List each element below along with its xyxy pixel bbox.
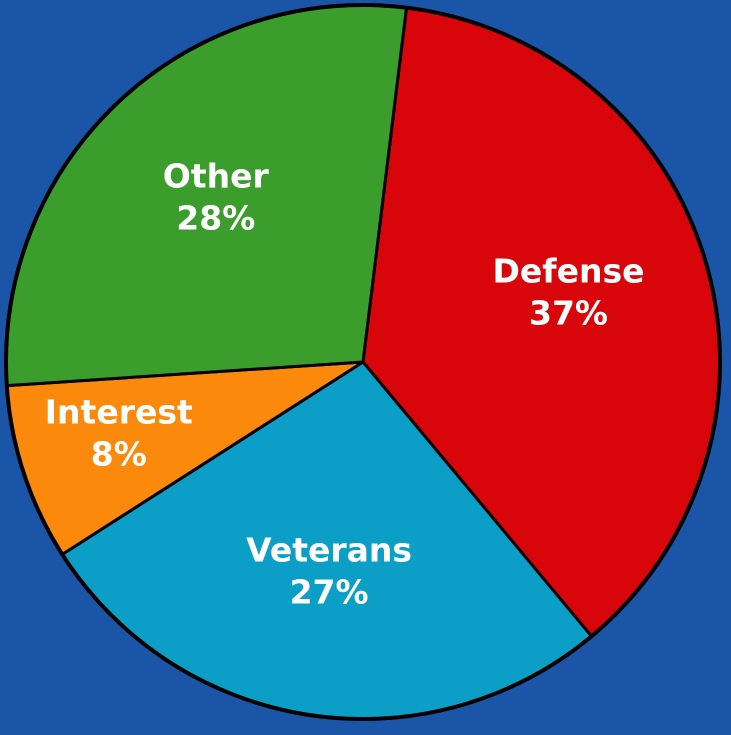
slice-label-other: Other xyxy=(163,156,270,195)
slices-layer xyxy=(4,3,722,721)
slice-value-interest: 8% xyxy=(91,434,147,473)
pie-outline xyxy=(4,3,722,721)
slice-value-veterans: 27% xyxy=(290,573,369,612)
slice-label-veterans: Veterans xyxy=(246,531,412,570)
slice-label-interest: Interest xyxy=(45,392,193,431)
slice-value-other: 28% xyxy=(176,198,255,237)
slice-value-defense: 37% xyxy=(529,294,608,333)
slice-label-defense: Defense xyxy=(492,252,644,291)
